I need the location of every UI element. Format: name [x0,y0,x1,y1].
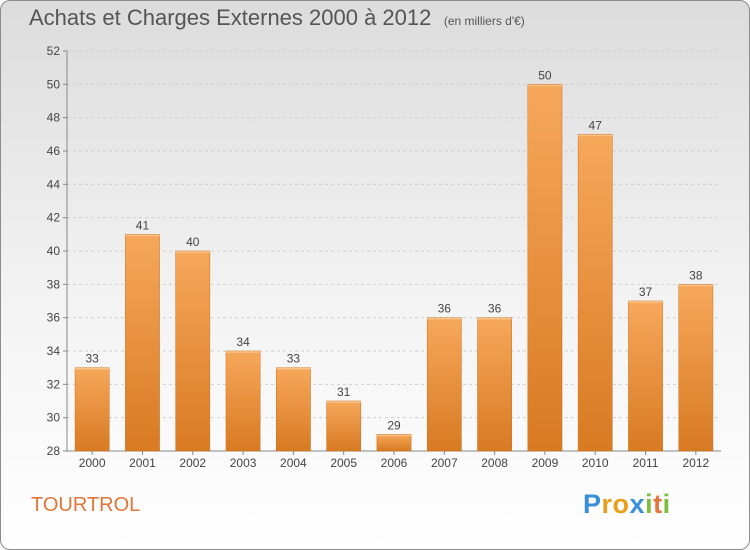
x-tick-label: 2012 [682,456,709,470]
y-tick-label: 52 [47,44,61,58]
x-tick-label: 2003 [230,456,257,470]
y-tick-label: 32 [47,377,61,391]
x-tick-label: 2010 [582,456,609,470]
data-label: 40 [186,235,200,249]
data-label: 41 [136,218,150,232]
data-label: 50 [538,68,552,82]
data-label: 36 [488,302,502,316]
data-label: 37 [639,285,653,299]
bar [175,250,211,452]
x-tick-label: 2002 [179,456,206,470]
bar [125,234,160,452]
data-label: 38 [689,268,703,282]
y-tick-label: 50 [47,77,61,91]
y-tick-label: 44 [47,177,61,191]
bar [628,300,663,452]
commune-name: TOURTROL [31,494,141,516]
bar [74,367,110,452]
logo-letter: o [612,489,630,519]
gridlines [67,50,721,452]
bar [678,284,714,452]
bar [326,400,362,452]
bar [527,84,563,452]
logo-letter: i [645,489,654,519]
data-label: 29 [387,418,401,432]
data-label: 33 [287,352,301,366]
logo-letter: t [653,489,663,519]
x-tick-label: 2008 [481,456,508,470]
logo-letter: x [629,489,646,519]
bar [376,434,412,452]
logo-letter: r [601,489,613,519]
data-label: 34 [236,335,250,349]
x-tick-label: 2004 [280,456,307,470]
logo-letter: i [662,489,671,519]
logo-letter: P [583,489,602,519]
x-tick-label: 2007 [431,456,458,470]
x-tick-label: 2006 [381,456,408,470]
x-tick-label: 2005 [330,456,357,470]
chart-title: Achats et Charges Externes 2000 à 2012 [29,5,432,30]
bar [477,317,512,452]
x-tick-label: 2000 [79,456,106,470]
data-label: 33 [85,352,99,366]
x-tick-label: 2001 [129,456,156,470]
x-tick-label: 2009 [532,456,559,470]
y-tick-label: 34 [47,344,61,358]
data-labels: 33 41 40 34 33 31 29 36 36 50 47 37 38 [85,68,702,432]
y-tick-label: 38 [47,277,61,291]
y-tick-label: 40 [47,244,61,258]
bar [276,367,311,452]
chart-subtitle: (en milliers d'€) [443,14,525,28]
title-row: Achats et Charges Externes 2000 à 2012 (… [29,5,525,31]
y-tick-label: 42 [47,211,61,225]
y-tick-label: 30 [47,411,61,425]
proxiti-logo: Proxiti [583,489,671,520]
y-tick-label: 48 [47,111,61,125]
bars [74,84,714,452]
y-tick-label: 46 [47,144,61,158]
bar [577,134,613,452]
data-label: 36 [438,302,452,316]
bar [426,317,462,452]
y-tick-label: 36 [47,311,61,325]
data-label: 47 [589,118,603,132]
y-tick-label: 28 [47,444,61,458]
data-label: 31 [337,385,351,399]
x-tick-label: 2011 [633,456,659,470]
bar [225,350,261,452]
